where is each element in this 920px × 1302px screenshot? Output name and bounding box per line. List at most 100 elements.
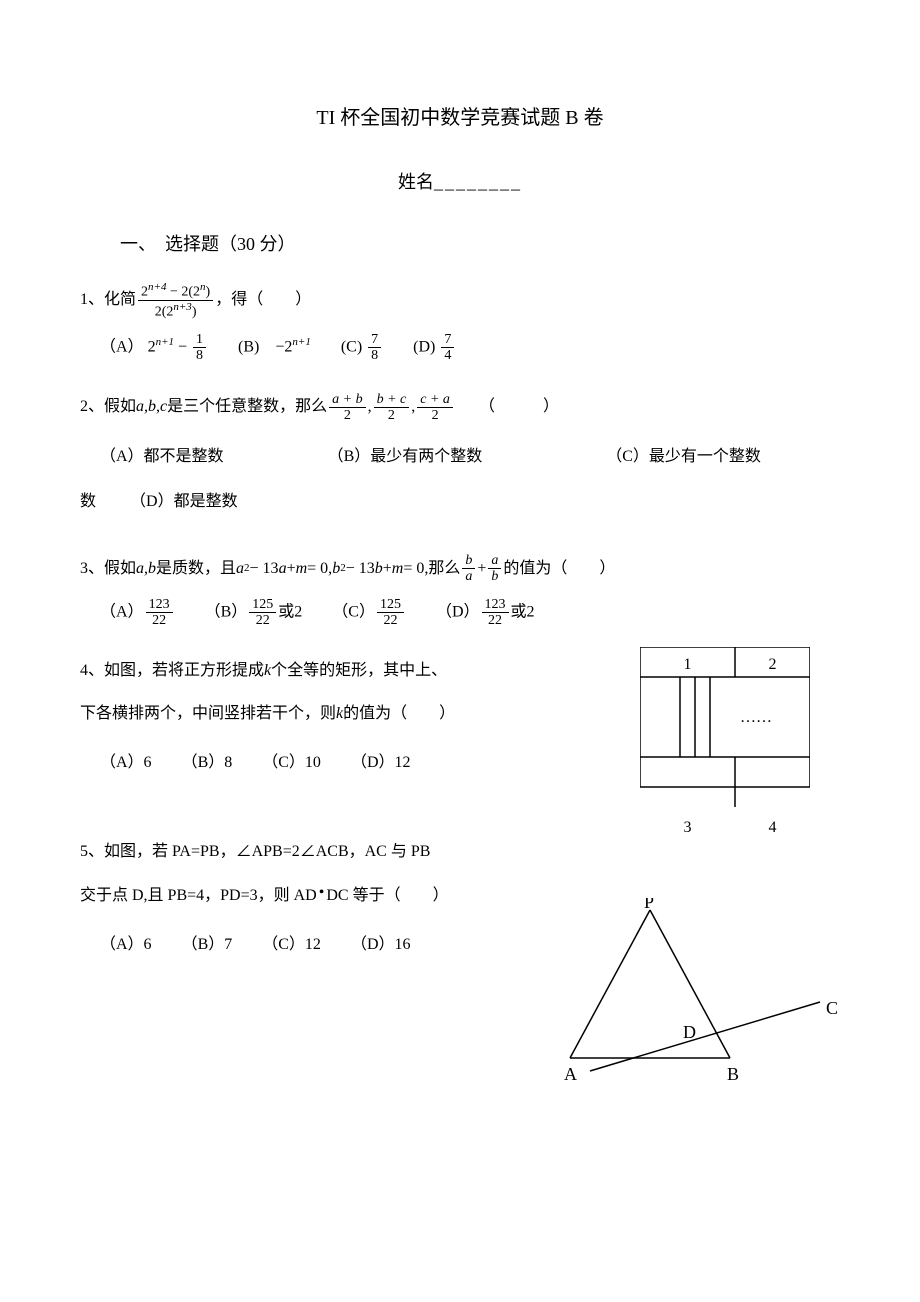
q3-option-c: （C）12522: [332, 597, 406, 629]
q1-suffix: ，得（ ）: [215, 286, 311, 315]
q3-d-den: 22: [485, 613, 505, 628]
q5-l1: 5、如图，若 PA=PB，∠APB=2∠ACB，AC 与 PB: [80, 838, 430, 867]
q4-option-c: （C）10: [262, 749, 321, 778]
q1-den-exp: n+3: [173, 301, 191, 313]
q3-e1mm: m: [296, 555, 308, 584]
q1-c-num: 7: [368, 332, 381, 348]
section-title: 选择题（30 分）: [165, 234, 296, 254]
q3-f2d: b: [488, 569, 501, 584]
q3-c-pre: （C）: [332, 603, 375, 620]
q3-plus: +: [477, 555, 486, 584]
q3-e1p: +: [287, 555, 296, 584]
q5-l2s: DC 等于（ ）: [326, 882, 448, 911]
q3-e2mm: m: [392, 555, 404, 584]
q2-f3n: c + a: [417, 392, 453, 408]
q2-mid: 是三个任意整数，那么: [167, 393, 327, 422]
q2-option-b: （B）最少有两个整数: [328, 448, 483, 465]
q2-option-a: （A）都不是整数: [100, 448, 224, 465]
q3-e1a: a: [236, 555, 244, 584]
q3-e1e: = 0,: [307, 555, 332, 584]
q5-figure: PABCD: [560, 898, 840, 1099]
q1-option-b: (B) −2n+1: [238, 333, 311, 362]
svg-text:B: B: [727, 1064, 739, 1084]
name-blank: ________: [434, 166, 522, 198]
q3-f2n: a: [488, 553, 501, 569]
q5-dot: •: [319, 879, 325, 908]
q3-b-den: 22: [253, 613, 273, 628]
question-5: 5、如图，若 PA=PB，∠APB=2∠ACB，AC 与 PB 交于点 D,且 …: [80, 838, 840, 959]
section-number: 一、: [120, 234, 147, 254]
question-1: 1、化简 2n+4 − 2(2n) 2(2n+3) ，得（ ） （A） 2n+1…: [80, 281, 840, 364]
q1-d-pre: (D): [413, 338, 435, 355]
q2-f3d: 2: [429, 408, 442, 423]
q4-option-d: （D）12: [351, 749, 411, 778]
q3-d-or: 或2: [511, 603, 535, 620]
svg-text:4: 4: [769, 819, 777, 836]
q3-vars: a,b: [136, 555, 156, 584]
q3-a-pre: （A）: [100, 603, 144, 620]
q1-a-mid: −: [174, 338, 191, 355]
q2-c2: ,: [411, 393, 415, 422]
question-2: 2、假如a,b,c是三个任意整数，那么 a + b2, b + c2, c + …: [80, 392, 840, 525]
q4-l1p: 4、如图，若将正方形提成: [80, 657, 264, 686]
q5-diagram-icon: PABCD: [560, 898, 840, 1088]
q4-option-b: （B）8: [182, 749, 233, 778]
q1-c-den: 8: [368, 348, 381, 363]
svg-text:A: A: [564, 1064, 577, 1084]
q1-a-base: 2: [148, 338, 156, 355]
q2-prefix: 2、假如: [80, 393, 136, 422]
q3-mid: 是质数，且: [156, 555, 236, 584]
q1-num-end: ): [206, 284, 211, 299]
q2-f1d: 2: [341, 408, 354, 423]
q3-e2b2: b: [375, 555, 383, 584]
q3-then: 那么: [428, 555, 460, 584]
q1-den-end: ): [192, 304, 197, 319]
q3-e1a2: a: [279, 555, 287, 584]
q3-a-num: 123: [146, 597, 173, 613]
q1-fraction: 2n+4 − 2(2n) 2(2n+3): [138, 281, 213, 320]
q3-c-num: 125: [377, 597, 404, 613]
q5-option-a: （A）6: [100, 931, 152, 960]
q3-prefix: 3、假如: [80, 555, 136, 584]
q1-b-exp: n+1: [292, 336, 310, 348]
q1-a-exp: n+1: [156, 336, 174, 348]
page-title: TI 杯全国初中数学竞赛试题 B 卷: [80, 100, 840, 136]
q1-option-d: (D) 74: [413, 332, 456, 364]
q1-d-num: 7: [441, 332, 454, 348]
q3-e2m: − 13: [346, 555, 375, 584]
q3-option-b: （B）12522或2: [205, 597, 303, 629]
q3-d-num: 123: [482, 597, 509, 613]
q3-b-num: 125: [249, 597, 276, 613]
q1-num-base: 2: [141, 284, 148, 299]
q5-option-c: （C）12: [262, 931, 321, 960]
q5-option-d: （D）16: [351, 931, 411, 960]
svg-text:2: 2: [769, 656, 777, 673]
q3-c-den: 22: [380, 613, 400, 628]
q3-a-den: 22: [149, 613, 169, 628]
q1-b-neg: −2: [275, 339, 292, 356]
q1-a-pre: （A）: [100, 338, 144, 355]
q3-suffix: 的值为（ ）: [503, 555, 615, 584]
q1-prefix: 1、化简: [80, 286, 136, 315]
q3-d-pre: （D）: [436, 603, 480, 620]
q4-option-a: （A）6: [100, 749, 152, 778]
q1-num-exp: n+4: [148, 281, 166, 293]
q1-c-pre: (C): [341, 338, 366, 355]
q4-figure: 12……34: [640, 647, 810, 858]
q1-a-fden: 8: [193, 348, 206, 363]
svg-text:1: 1: [684, 656, 692, 673]
svg-text:D: D: [683, 1022, 696, 1042]
q3-e2p: +: [383, 555, 392, 584]
q4-diagram-icon: 12……34: [640, 647, 810, 847]
q1-d-den: 4: [441, 348, 454, 363]
q1-b-pre: (B): [238, 339, 275, 356]
name-field: 姓名________: [80, 166, 840, 198]
q1-a-fnum: 1: [193, 332, 206, 348]
q3-f1d: a: [462, 569, 475, 584]
q2-c1: ,: [368, 393, 372, 422]
q5-l2p: 交于点 D,且 PB=4，PD=3，则 AD: [80, 882, 317, 911]
q1-option-c: (C) 78: [341, 332, 383, 364]
q3-f1n: b: [462, 553, 475, 569]
q3-option-a: （A）12322: [100, 597, 175, 629]
q4-k2: k: [336, 700, 343, 729]
